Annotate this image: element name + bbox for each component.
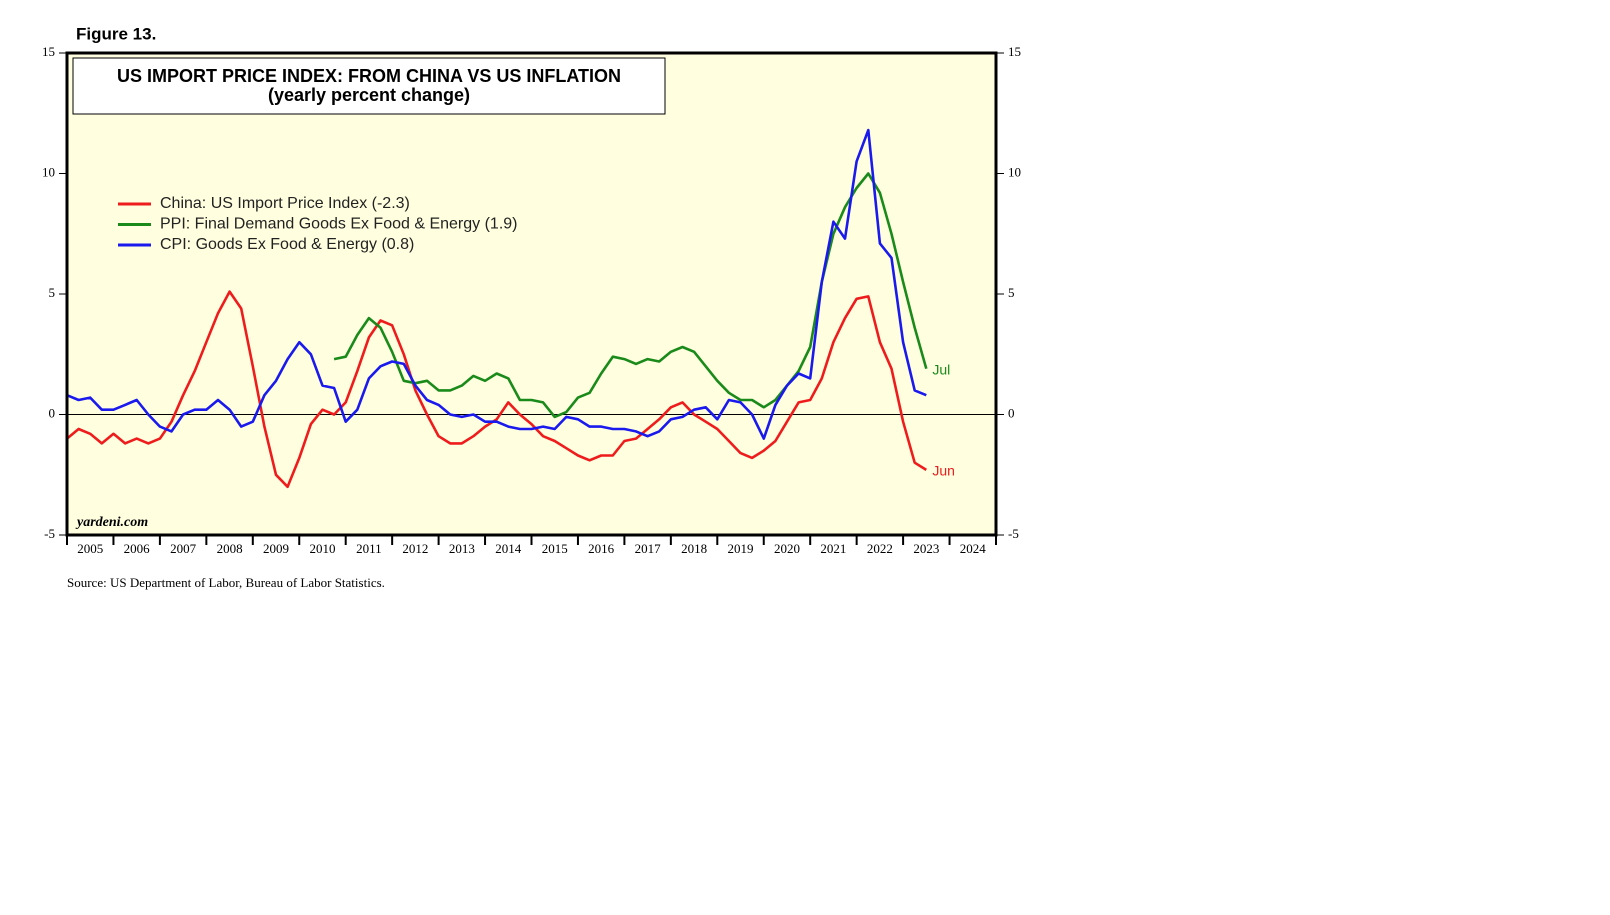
title-box (72, 57, 666, 115)
y2-tick-label: 0 (1008, 405, 1015, 420)
y-tick-label: 5 (49, 285, 56, 300)
x-tick-label: 2021 (820, 541, 846, 556)
series-line (66, 290, 927, 489)
x-tick-label: 2019 (728, 541, 754, 556)
x-tick-label: 2020 (774, 541, 800, 556)
x-tick-label: 2023 (913, 541, 939, 556)
x-tick-label: 2024 (960, 541, 987, 556)
legend-label: CPI: Goods Ex Food & Energy (0.8) (160, 236, 414, 253)
chart-title: US IMPORT PRICE INDEX: FROM CHINA VS US … (117, 66, 621, 86)
y-tick-label: 0 (49, 405, 56, 420)
legend-label: China: US Import Price Index (-2.3) (160, 195, 410, 212)
y-tick-label: -5 (44, 526, 55, 541)
figure-label: Figure 13. (76, 24, 156, 43)
y2-tick-label: 5 (1008, 285, 1015, 300)
y-tick-label: 15 (42, 44, 55, 59)
y2-tick-label: 15 (1008, 44, 1021, 59)
x-tick-label: 2016 (588, 541, 615, 556)
x-tick-label: 2011 (356, 541, 382, 556)
x-tick-label: 2008 (217, 541, 243, 556)
x-tick-label: 2006 (124, 541, 151, 556)
legend-label: PPI: Final Demand Goods Ex Food & Energy… (160, 216, 518, 233)
x-tick-label: 2018 (681, 541, 707, 556)
x-tick-label: 2012 (402, 541, 428, 556)
watermark: yardeni.com (75, 515, 148, 530)
source-note: Source: US Department of Labor, Bureau o… (67, 575, 385, 590)
chart-subtitle: (yearly percent change) (268, 85, 470, 105)
plot-background (67, 53, 996, 535)
y2-tick-label: -5 (1008, 526, 1019, 541)
series-line (66, 128, 927, 440)
x-tick-label: 2013 (449, 541, 475, 556)
plot-frame (65, 51, 998, 537)
x-tick-label: 2014 (495, 541, 522, 556)
x-tick-label: 2022 (867, 541, 893, 556)
x-tick-label: 2009 (263, 541, 289, 556)
x-tick-label: 2015 (542, 541, 568, 556)
x-tick-label: 2007 (170, 541, 197, 556)
x-tick-label: 2010 (309, 541, 335, 556)
y-tick-label: 10 (42, 164, 55, 179)
end-label: Jul (932, 361, 950, 377)
x-tick-label: 2017 (635, 541, 662, 556)
x-tick-label: 2005 (77, 541, 103, 556)
y2-tick-label: 10 (1008, 164, 1021, 179)
end-label: Jun (932, 463, 955, 479)
